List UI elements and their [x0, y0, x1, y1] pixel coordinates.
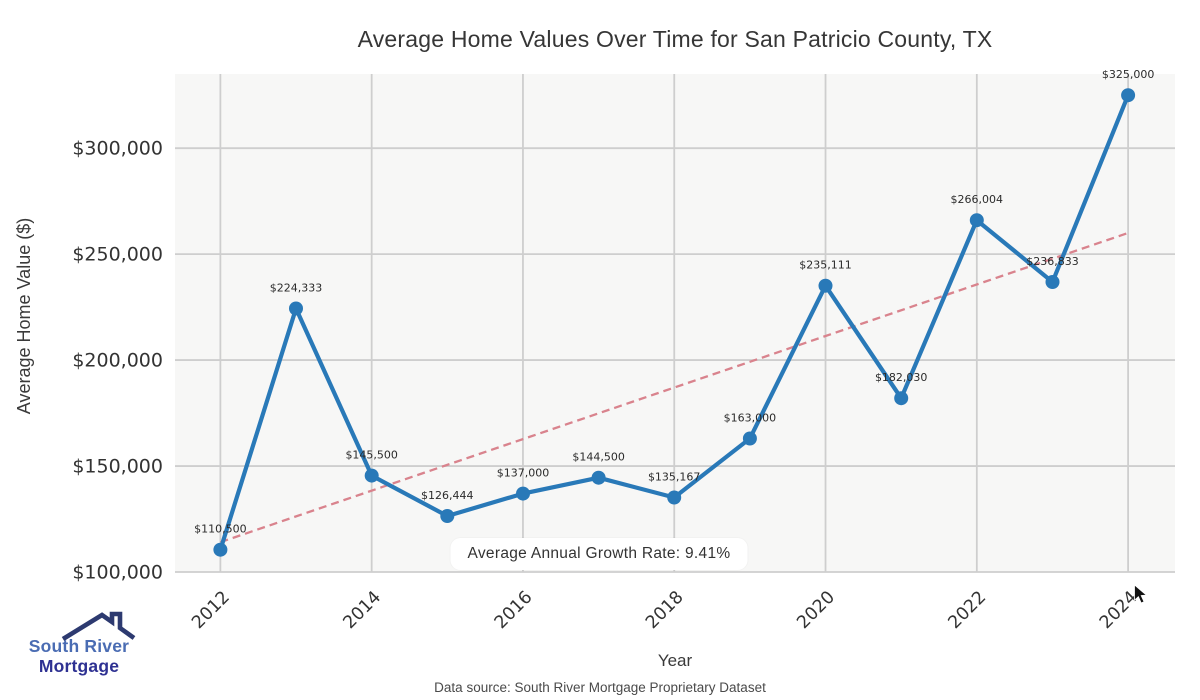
growth-rate-annotation: Average Annual Growth Rate: 9.41% [450, 538, 748, 570]
data-point [289, 301, 303, 316]
y-tick-label: $200,000 [72, 350, 163, 372]
data-point-label: $126,444 [421, 489, 474, 502]
data-point [667, 490, 682, 505]
y-tick-label: $100,000 [72, 562, 163, 584]
chart-title: Average Home Values Over Time for San Pa… [357, 26, 993, 52]
data-point-label: $182,030 [875, 371, 928, 384]
mouse-cursor-icon [1134, 584, 1148, 604]
data-point-label: $236,833 [1026, 255, 1079, 268]
data-point [894, 391, 909, 406]
data-point-label: $145,500 [345, 449, 398, 462]
data-point-label: $235,111 [799, 259, 852, 272]
data-point-label: $110,500 [194, 523, 247, 536]
house-roof-icon [61, 611, 136, 641]
south-river-mortgage-logo: South River Mortgage [18, 610, 140, 688]
y-tick-label: $250,000 [72, 244, 163, 266]
logo-text-secondary: Mortgage [38, 656, 120, 676]
data-point [213, 542, 228, 557]
data-point-label: $135,167 [648, 471, 701, 484]
data-point [818, 278, 833, 293]
data-point [364, 468, 379, 483]
x-tick-label: 2018 [642, 587, 688, 633]
x-tick-label: 2020 [793, 587, 839, 633]
data-point-label: $163,000 [724, 412, 777, 425]
data-point [516, 486, 530, 501]
y-axis-title: Average Home Value ($) [14, 218, 34, 414]
data-point-label: $224,333 [270, 282, 323, 295]
data-point-label: $137,000 [497, 467, 550, 480]
data-point [591, 470, 606, 485]
x-tick-label: 2012 [188, 587, 234, 633]
data-point [1121, 88, 1136, 103]
data-point [742, 431, 757, 446]
y-tick-label: $150,000 [72, 456, 163, 478]
y-tick-label: $300,000 [72, 138, 163, 160]
data-point [1045, 275, 1060, 289]
data-source-note: Data source: South River Mortgage Propri… [434, 680, 766, 695]
x-axis-title: Year [657, 651, 693, 670]
data-point-label: $266,004 [951, 193, 1004, 206]
trend-line [220, 231, 1129, 544]
data-point [969, 213, 984, 228]
data-point [440, 509, 455, 523]
data-point-label: $325,000 [1102, 68, 1155, 81]
x-tick-label: 2014 [340, 587, 386, 633]
data-point-label: $144,500 [572, 451, 625, 464]
x-tick-label: 2022 [945, 587, 991, 633]
logo-text-primary: South River [28, 636, 130, 656]
x-tick-label: 2016 [491, 587, 537, 633]
